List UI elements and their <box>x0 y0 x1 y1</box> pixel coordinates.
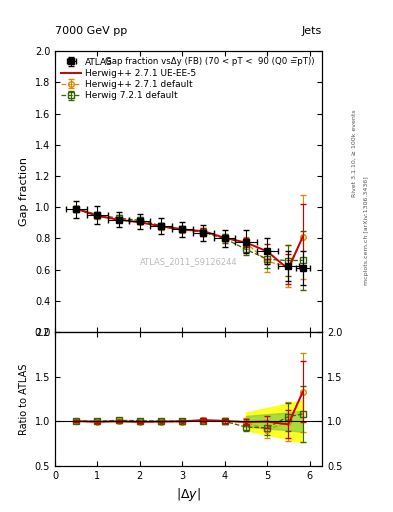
Herwig++ 2.7.1 UE-EE-5 <box>286 266 291 272</box>
Herwig++ 2.7.1 UE-EE-5 <box>138 219 142 225</box>
Text: 7000 GeV pp: 7000 GeV pp <box>55 26 127 36</box>
X-axis label: $|\Delta y|$: $|\Delta y|$ <box>176 486 201 503</box>
Herwig++ 2.7.1 UE-EE-5 <box>222 235 227 241</box>
Herwig++ 2.7.1 UE-EE-5 <box>201 228 206 234</box>
Herwig++ 2.7.1 UE-EE-5 <box>74 206 79 212</box>
Herwig++ 2.7.1 UE-EE-5 <box>159 223 163 229</box>
Legend: ATLAS, Herwig++ 2.7.1 UE-EE-5, Herwig++ 2.7.1 default, Herwig 7.2.1 default: ATLAS, Herwig++ 2.7.1 UE-EE-5, Herwig++ … <box>58 54 200 104</box>
Line: Herwig++ 2.7.1 UE-EE-5: Herwig++ 2.7.1 UE-EE-5 <box>76 209 303 269</box>
Text: ATLAS_2011_S9126244: ATLAS_2011_S9126244 <box>140 258 237 266</box>
Herwig++ 2.7.1 UE-EE-5 <box>244 240 248 246</box>
Herwig++ 2.7.1 UE-EE-5 <box>300 233 305 240</box>
Text: Jets: Jets <box>302 26 322 36</box>
Herwig++ 2.7.1 UE-EE-5 <box>180 226 185 232</box>
Herwig++ 2.7.1 UE-EE-5 <box>116 217 121 223</box>
Text: mcplots.cern.ch [arXiv:1306.3436]: mcplots.cern.ch [arXiv:1306.3436] <box>364 176 369 285</box>
Y-axis label: Ratio to ATLAS: Ratio to ATLAS <box>19 364 29 435</box>
Herwig++ 2.7.1 UE-EE-5 <box>95 213 100 219</box>
Text: Gap fraction vsΔy (FB) (70 < pT <  90 (Q0 =̅pT)): Gap fraction vsΔy (FB) (70 < pT < 90 (Q0… <box>105 57 314 66</box>
Y-axis label: Gap fraction: Gap fraction <box>19 157 29 226</box>
Text: Rivet 3.1.10, ≥ 100k events: Rivet 3.1.10, ≥ 100k events <box>352 110 357 198</box>
Herwig++ 2.7.1 UE-EE-5 <box>265 248 270 254</box>
